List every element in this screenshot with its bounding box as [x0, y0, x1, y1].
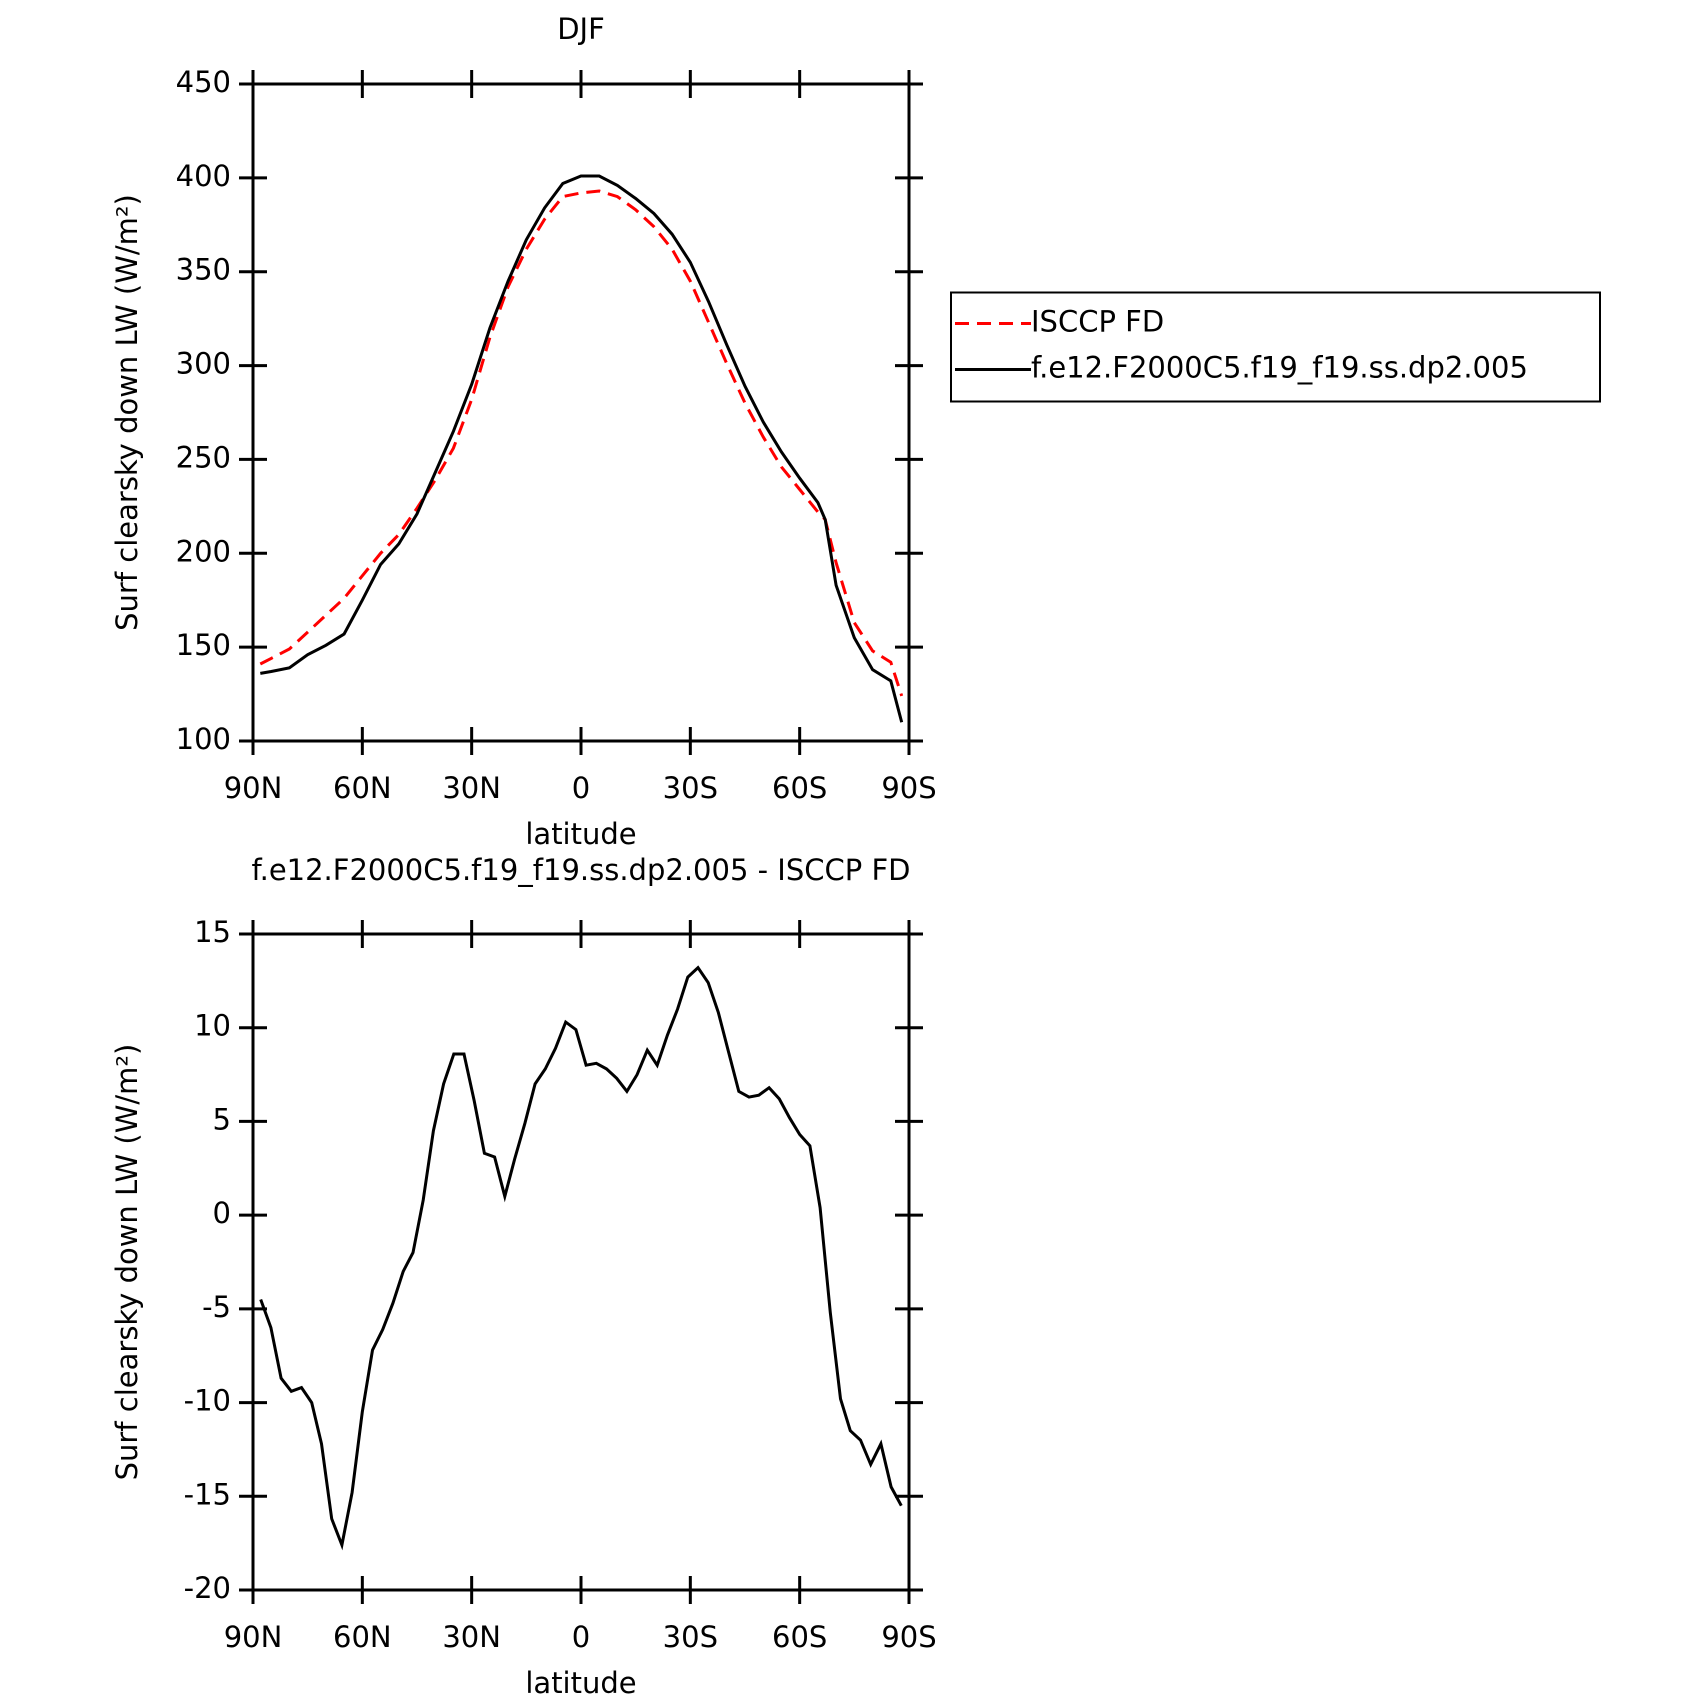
y-axis-label: Surf clearsky down LW (W/m²) — [110, 1044, 144, 1481]
x-tick-label: 60S — [772, 1620, 827, 1654]
y-axis-label: Surf clearsky down LW (W/m²) — [110, 194, 144, 631]
legend-label: f.e12.F2000C5.f19_f19.ss.dp2.005 — [1031, 351, 1528, 385]
y-tick-label: 350 — [176, 253, 231, 287]
y-tick-label: -15 — [184, 1477, 231, 1511]
x-tick-label: 0 — [572, 1620, 590, 1654]
y-tick-label: -10 — [184, 1384, 231, 1418]
x-tick-label: 90N — [224, 771, 283, 805]
x-tick-label: 90S — [881, 1620, 936, 1654]
x-tick-label: 60S — [772, 771, 827, 805]
y-tick-label: 5 — [213, 1102, 231, 1136]
y-tick-label: 0 — [213, 1196, 231, 1230]
y-tick-label: 150 — [176, 628, 231, 662]
y-tick-label: 400 — [176, 159, 231, 193]
y-tick-label: 15 — [194, 915, 231, 949]
data-line — [259, 965, 903, 1551]
x-tick-label: 30S — [663, 1620, 718, 1654]
y-tick-label: 250 — [176, 440, 231, 474]
x-tick-label: 60N — [333, 771, 392, 805]
legend-label: ISCCP FD — [1031, 305, 1164, 339]
x-axis-label: latitude — [525, 817, 636, 851]
x-tick-label: 30S — [663, 771, 718, 805]
y-tick-label: 200 — [176, 534, 231, 568]
y-tick-label: 300 — [176, 347, 231, 381]
chart-title: DJF — [557, 12, 605, 46]
chart-title: f.e12.F2000C5.f19_f19.ss.dp2.005 - ISCCP… — [252, 853, 911, 887]
x-tick-label: 90N — [224, 1620, 283, 1654]
plot-frame — [251, 82, 911, 743]
x-tick-label: 30N — [442, 771, 501, 805]
x-tick-label: 60N — [333, 1620, 392, 1654]
y-tick-label: 100 — [176, 722, 231, 756]
data-line — [260, 174, 904, 723]
plot-frame — [251, 932, 911, 1592]
y-tick-label: 450 — [176, 65, 231, 99]
x-axis-label: latitude — [525, 1666, 636, 1700]
data-line — [259, 189, 904, 697]
x-tick-label: 0 — [572, 771, 590, 805]
y-tick-label: -5 — [202, 1290, 231, 1324]
x-tick-label: 90S — [881, 771, 936, 805]
legend: ISCCP FD f.e12.F2000C5.f19_f19.ss.dp2.005 — [950, 291, 1601, 403]
legend-box — [950, 291, 1601, 403]
y-tick-label: -20 — [184, 1571, 231, 1605]
x-tick-label: 30N — [442, 1620, 501, 1654]
y-tick-label: 10 — [194, 1009, 231, 1043]
